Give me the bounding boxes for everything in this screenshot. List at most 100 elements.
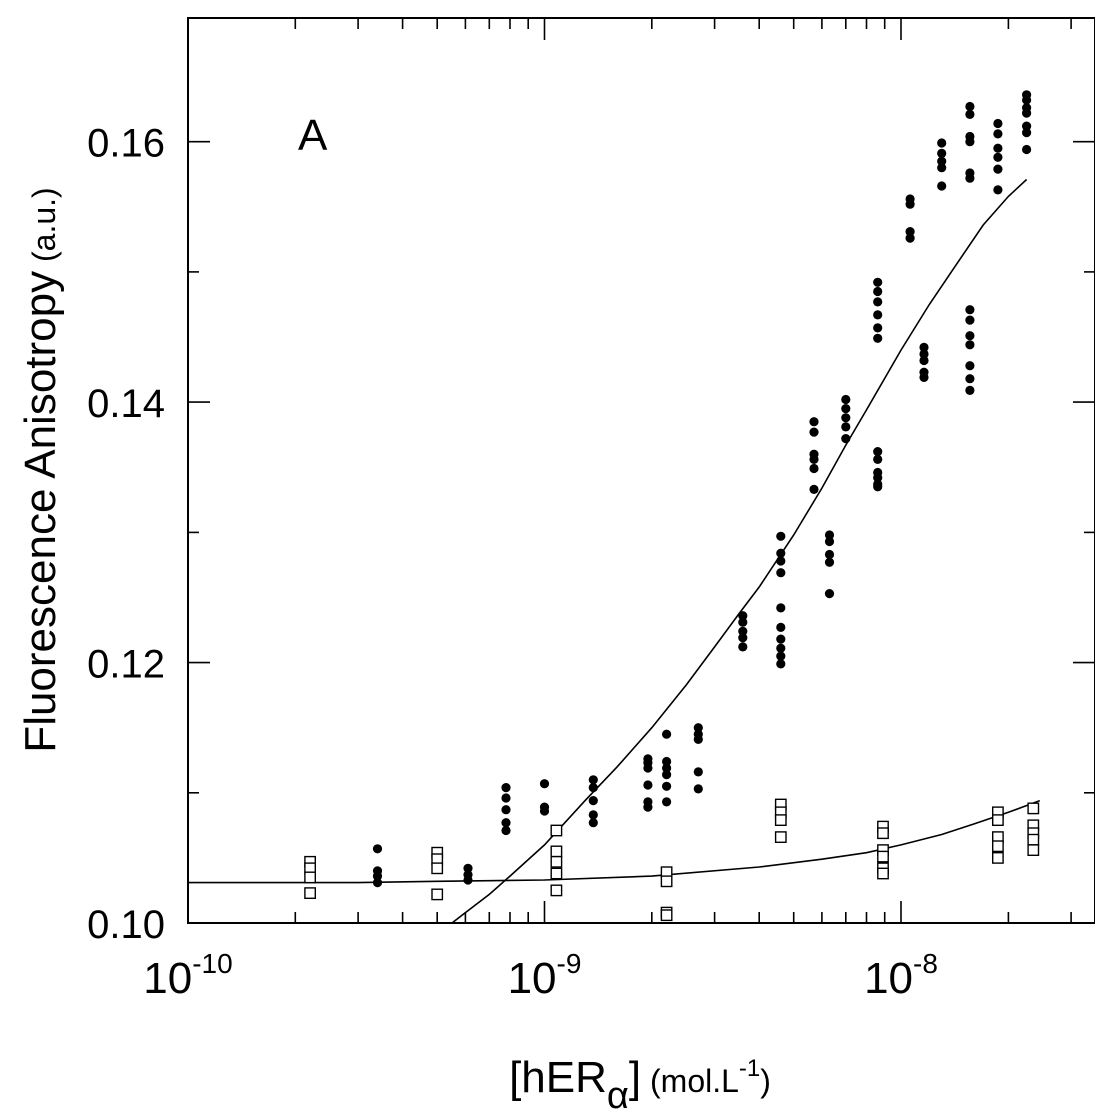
data-point-filled-circle — [937, 156, 947, 166]
data-point-filled-circle — [841, 394, 851, 405]
data-point-filled-circle — [738, 611, 748, 621]
y-axis-label: Fluorescence Anisotropy (a.u.) — [16, 187, 65, 752]
data-point-filled-circle — [873, 277, 883, 287]
data-point-filled-circle — [809, 417, 819, 427]
data-point-filled-circle — [588, 775, 598, 785]
axis-ticks — [187, 18, 1095, 924]
data-point-filled-circle — [693, 723, 703, 733]
x-axis-label-units-exponent: -1 — [739, 1055, 760, 1082]
data-point-filled-circle — [965, 340, 975, 350]
data-point-filled-circle — [965, 305, 975, 315]
fit-curve-1 — [451, 178, 1028, 924]
data-point-open-square — [431, 888, 444, 901]
data-point-filled-circle — [937, 138, 947, 148]
y-tick-label: 0.16 — [87, 122, 165, 166]
panel-label: A — [298, 111, 328, 160]
data-point-filled-circle — [1022, 95, 1032, 105]
data-point-filled-circle — [993, 143, 1003, 153]
x-axis-label-units-suffix: ) — [760, 1063, 771, 1099]
data-point-filled-circle — [693, 734, 703, 745]
data-point-filled-circle — [738, 617, 748, 627]
fit-curves — [188, 178, 1041, 924]
data-point-filled-circle — [841, 413, 851, 423]
data-point-open-square — [431, 862, 444, 875]
data-point-filled-circle — [873, 286, 883, 297]
data-point-filled-circle — [841, 404, 851, 414]
data-point-open-square — [550, 824, 563, 837]
data-point-filled-circle — [662, 763, 672, 773]
plot-frame — [187, 17, 1095, 924]
data-point-filled-circle — [965, 385, 975, 395]
data-point-filled-circle — [873, 473, 883, 483]
data-point-filled-circle — [662, 781, 672, 791]
data-point-filled-circle — [776, 643, 786, 653]
y-tick-label: 0.14 — [87, 382, 165, 426]
data-point-filled-circle — [905, 233, 915, 243]
data-point-open-square — [877, 867, 889, 880]
data-point-filled-circle — [993, 164, 1003, 174]
data-point-filled-circle — [463, 863, 473, 873]
data-point-filled-circle — [372, 844, 383, 854]
data-point-filled-circle — [1022, 108, 1032, 118]
y-axis-label-main: Fluorescence Anisotropy — [16, 271, 65, 753]
data-point-filled-circle — [824, 557, 835, 567]
data-point-filled-circle — [643, 763, 653, 773]
data-point-filled-circle — [776, 659, 786, 669]
x-tick-label: 10-8 — [864, 948, 938, 1003]
data-point-filled-circle — [643, 780, 653, 790]
data-point-filled-circle — [873, 482, 883, 492]
data-point-filled-circle — [824, 549, 835, 560]
data-point-filled-circle — [965, 173, 975, 183]
data-point-open-square — [774, 814, 787, 827]
data-point-filled-circle — [993, 118, 1003, 129]
data-point-filled-circle — [776, 531, 786, 541]
data-point-filled-circle — [937, 163, 947, 173]
data-point-filled-circle — [643, 802, 653, 812]
data-point-filled-circle — [662, 729, 672, 739]
data-point-filled-circle — [937, 181, 947, 191]
data-point-filled-circle — [372, 871, 383, 881]
data-point-open-square — [877, 850, 889, 863]
data-point-open-square — [992, 852, 1004, 864]
x-axis-label-subscript: α — [607, 1075, 629, 1117]
data-point-filled-circle — [501, 783, 511, 793]
data-point-filled-circle — [738, 642, 748, 652]
data-point-filled-circle — [873, 454, 883, 464]
data-point-filled-circle — [776, 622, 786, 633]
data-point-open-square — [304, 871, 316, 884]
x-axis-label-main: [hER — [509, 1053, 607, 1102]
x-tick-label-base: 10 — [864, 954, 913, 1003]
y-tick-labels: 0.10 0.12 0.14 0.16 — [87, 122, 165, 947]
data-point-filled-circle — [501, 825, 511, 836]
data-point-filled-circle — [905, 199, 915, 209]
x-tick-label: 10-10 — [143, 948, 232, 1003]
data-point-filled-circle — [662, 756, 672, 767]
data-point-open-square — [550, 884, 563, 897]
data-point-filled-circle — [841, 434, 851, 444]
data-point-filled-circle — [937, 148, 947, 158]
data-point-filled-circle — [919, 355, 929, 366]
data-point-filled-circle — [809, 463, 819, 474]
data-point-open-square — [550, 867, 563, 880]
data-point-open-square — [660, 909, 673, 922]
x-tick-label: 10-9 — [508, 948, 582, 1003]
data-point-open-square — [992, 814, 1004, 827]
x-tick-labels: 10-10 10-9 10-8 — [143, 948, 938, 1003]
data-point-filled-circle — [539, 806, 550, 816]
data-point-filled-circle — [776, 556, 786, 566]
data-point-filled-circle — [841, 422, 851, 432]
data-point-open-square — [304, 887, 316, 900]
data-point-filled-circle — [993, 152, 1003, 162]
data-point-filled-circle — [776, 548, 786, 558]
data-point-filled-circle — [824, 530, 835, 540]
data-point-filled-circle — [776, 603, 786, 613]
data-point-open-square — [550, 845, 563, 858]
data-points — [304, 90, 1040, 922]
data-point-filled-circle — [965, 374, 975, 384]
data-point-filled-circle — [965, 315, 975, 325]
data-point-open-square — [774, 831, 787, 844]
data-point-filled-circle — [809, 427, 819, 437]
data-point-open-square — [1027, 844, 1040, 857]
data-point-filled-circle — [965, 137, 975, 147]
